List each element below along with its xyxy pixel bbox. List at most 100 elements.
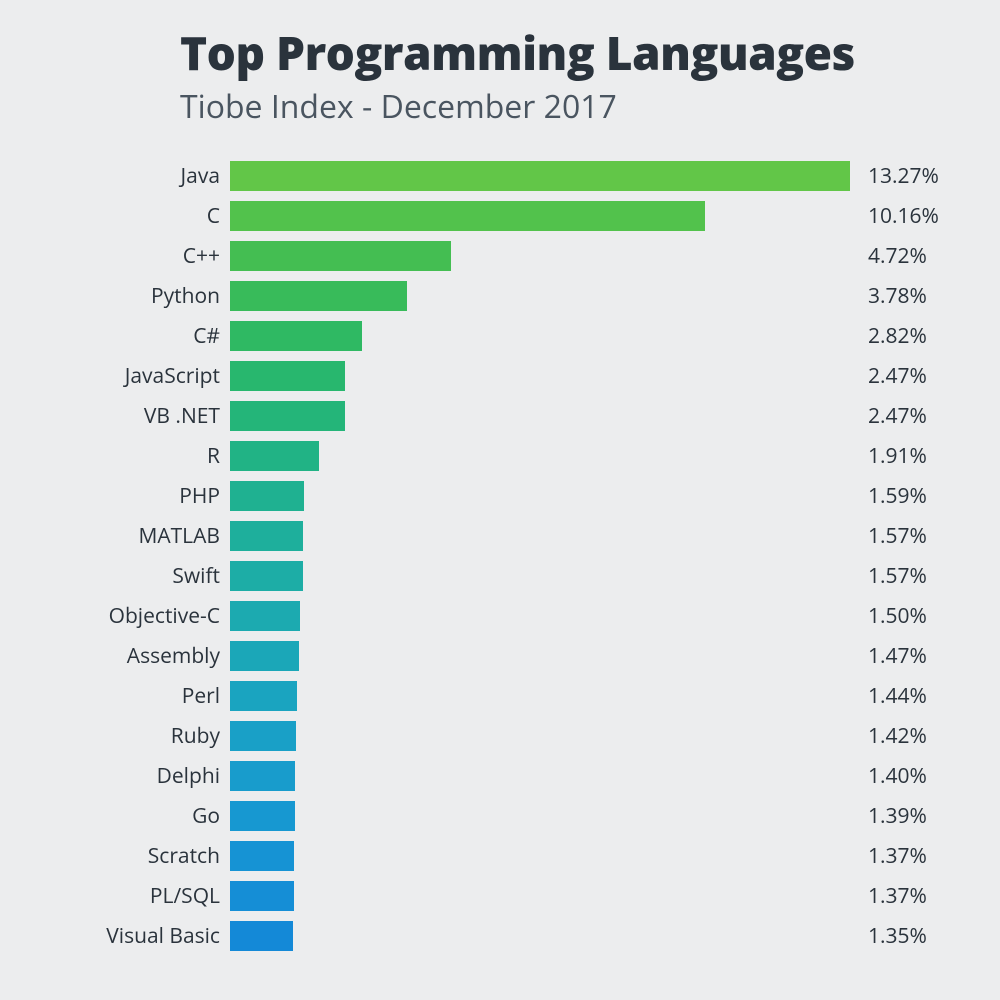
bar-value: 1.57% bbox=[850, 562, 927, 590]
bar-track bbox=[230, 481, 850, 511]
bar bbox=[230, 401, 345, 431]
bar bbox=[230, 921, 293, 951]
bar-value: 1.44% bbox=[850, 682, 927, 710]
bar-value: 4.72% bbox=[850, 242, 927, 270]
bar-label: Perl bbox=[50, 682, 230, 710]
bar-track bbox=[230, 641, 850, 671]
bar-label: Assembly bbox=[50, 642, 230, 670]
bar-label: Java bbox=[50, 162, 230, 190]
chart-row: VB .NET 2.47% bbox=[50, 396, 950, 436]
bar-label: VB .NET bbox=[50, 402, 230, 430]
bar-track bbox=[230, 601, 850, 631]
chart-row: Objective-C 1.50% bbox=[50, 596, 950, 636]
bar-value: 1.59% bbox=[850, 482, 927, 510]
bar-track bbox=[230, 681, 850, 711]
bar bbox=[230, 721, 296, 751]
bar-track bbox=[230, 281, 850, 311]
bar-value: 2.47% bbox=[850, 362, 927, 390]
bar-value: 1.57% bbox=[850, 522, 927, 550]
bar-track bbox=[230, 761, 850, 791]
chart-row: Perl 1.44% bbox=[50, 676, 950, 716]
chart-header: Top Programming Languages Tiobe Index - … bbox=[50, 28, 950, 128]
bar bbox=[230, 521, 303, 551]
bar-label: PL/SQL bbox=[50, 882, 230, 910]
bar bbox=[230, 801, 295, 831]
chart-row: Assembly 1.47% bbox=[50, 636, 950, 676]
bar-track bbox=[230, 401, 850, 431]
bar-value: 1.39% bbox=[850, 802, 927, 830]
bar bbox=[230, 441, 319, 471]
bar-label: C# bbox=[50, 322, 230, 350]
chart-row: Go 1.39% bbox=[50, 796, 950, 836]
bar bbox=[230, 281, 407, 311]
bar-label: Go bbox=[50, 802, 230, 830]
bar bbox=[230, 881, 294, 911]
bar-track bbox=[230, 561, 850, 591]
bar-track bbox=[230, 441, 850, 471]
chart-row: Visual Basic 1.35% bbox=[50, 916, 950, 956]
bar bbox=[230, 641, 299, 671]
bar-track bbox=[230, 721, 850, 751]
bar-value: 1.37% bbox=[850, 842, 927, 870]
chart-row: C# 2.82% bbox=[50, 316, 950, 356]
bar bbox=[230, 361, 345, 391]
chart-row: PHP 1.59% bbox=[50, 476, 950, 516]
bar-label: MATLAB bbox=[50, 522, 230, 550]
bar bbox=[230, 561, 303, 591]
bar-value: 1.50% bbox=[850, 602, 927, 630]
bar bbox=[230, 201, 705, 231]
bar bbox=[230, 601, 300, 631]
chart-row: MATLAB 1.57% bbox=[50, 516, 950, 556]
bar-value: 3.78% bbox=[850, 282, 927, 310]
bar bbox=[230, 161, 850, 191]
chart-row: PL/SQL 1.37% bbox=[50, 876, 950, 916]
chart-row: Delphi 1.40% bbox=[50, 756, 950, 796]
bar bbox=[230, 481, 304, 511]
chart-row: Scratch1.37% bbox=[50, 836, 950, 876]
bar-label: Objective-C bbox=[50, 602, 230, 630]
bar bbox=[230, 321, 362, 351]
bar-value: 1.42% bbox=[850, 722, 927, 750]
bar-label: Ruby bbox=[50, 722, 230, 750]
bar-track bbox=[230, 921, 850, 951]
bar-track bbox=[230, 881, 850, 911]
bar-label: R bbox=[50, 442, 230, 470]
bar-value: 10.16% bbox=[850, 202, 939, 230]
bar bbox=[230, 681, 297, 711]
chart-row: C 10.16% bbox=[50, 196, 950, 236]
bar bbox=[230, 841, 294, 871]
bar-label: Swift bbox=[50, 562, 230, 590]
chart-title: Top Programming Languages bbox=[180, 28, 950, 79]
bar-value: 1.40% bbox=[850, 762, 927, 790]
bar-label: C++ bbox=[50, 242, 230, 270]
chart-row: Swift 1.57% bbox=[50, 556, 950, 596]
bar-track bbox=[230, 201, 850, 231]
bar-value: 2.82% bbox=[850, 322, 927, 350]
bar-value: 2.47% bbox=[850, 402, 927, 430]
bar-label: Visual Basic bbox=[50, 922, 230, 950]
chart-row: C++ 4.72% bbox=[50, 236, 950, 276]
bar-label: Delphi bbox=[50, 762, 230, 790]
bar bbox=[230, 241, 451, 271]
bar-label: PHP bbox=[50, 482, 230, 510]
chart-row: Java 13.27% bbox=[50, 156, 950, 196]
bar-value: 1.91% bbox=[850, 442, 927, 470]
chart-row: Python3.78% bbox=[50, 276, 950, 316]
bar-label: JavaScript bbox=[50, 362, 230, 390]
bar-track bbox=[230, 841, 850, 871]
bar-value: 13.27% bbox=[850, 162, 939, 190]
bar-track bbox=[230, 321, 850, 351]
bar-track bbox=[230, 241, 850, 271]
bar-label: C bbox=[50, 202, 230, 230]
chart-row: R 1.91% bbox=[50, 436, 950, 476]
bar-value: 1.35% bbox=[850, 922, 927, 950]
chart-row: Ruby 1.42% bbox=[50, 716, 950, 756]
bar bbox=[230, 761, 295, 791]
bar-value: 1.47% bbox=[850, 642, 927, 670]
bar-track bbox=[230, 361, 850, 391]
bar-value: 1.37% bbox=[850, 882, 927, 910]
chart-subtitle: Tiobe Index - December 2017 bbox=[180, 85, 950, 128]
chart-row: JavaScript 2.47% bbox=[50, 356, 950, 396]
bar-chart: Java 13.27% C 10.16% C++ 4.72% Python3.78% C# 2.… bbox=[50, 156, 950, 956]
bar-track bbox=[230, 161, 850, 191]
